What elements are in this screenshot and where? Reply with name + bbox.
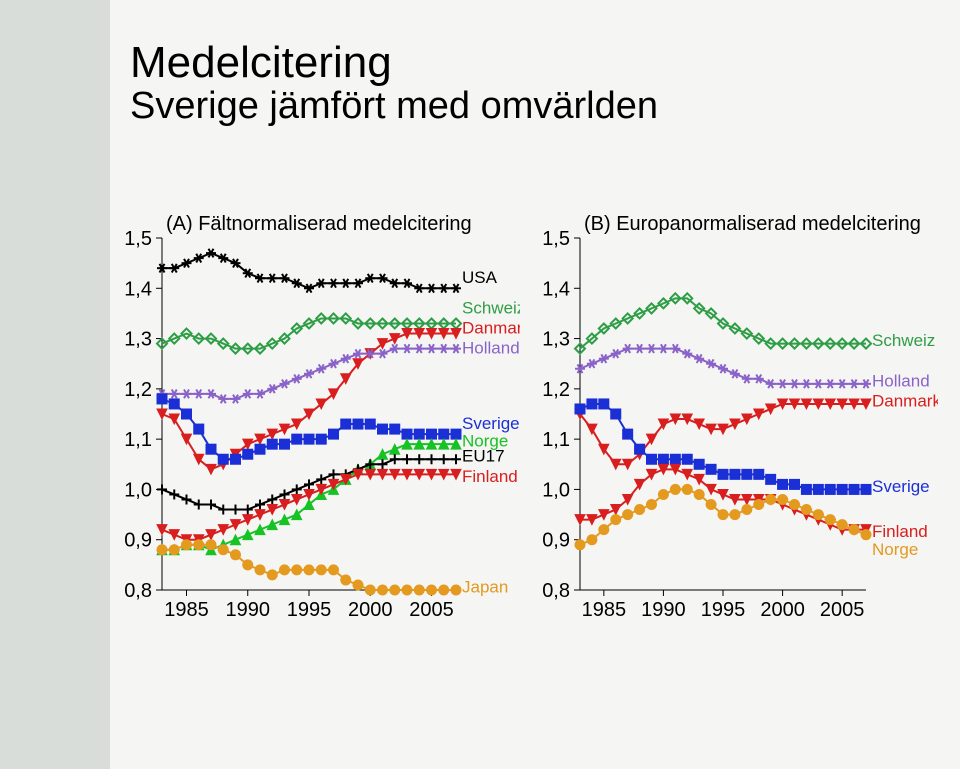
x-tick-label: 1990 bbox=[226, 599, 271, 621]
legend-holland: Holland bbox=[462, 339, 520, 358]
x-tick-label: 2005 bbox=[820, 599, 865, 621]
legend-japan: Japan bbox=[462, 577, 508, 596]
y-tick-label: 1,1 bbox=[542, 429, 570, 451]
y-tick-label: 0,9 bbox=[542, 530, 570, 552]
legend-finland: Finland bbox=[872, 522, 928, 541]
y-tick-label: 1,5 bbox=[542, 228, 570, 250]
legend-eu17: EU17 bbox=[462, 447, 505, 466]
x-tick-label: 2000 bbox=[760, 599, 805, 621]
series-schweiz bbox=[580, 298, 866, 348]
legend-danmark: Danmark bbox=[872, 391, 938, 410]
chart-a-cell: (A) Fältnormaliserad medelcitering 0,8 0,9… bbox=[110, 210, 520, 630]
legend-finland: Finland bbox=[462, 467, 518, 486]
x-tick-label: 2000 bbox=[348, 599, 393, 621]
y-tick-label: 1,0 bbox=[124, 479, 152, 501]
chart-title: (B) Europanormaliserad medelcitering bbox=[584, 213, 921, 235]
y-tick-label: 0,8 bbox=[542, 580, 570, 602]
chart-row: (A) Fältnormaliserad medelcitering 0,8 0,9… bbox=[110, 210, 930, 630]
legend-schweiz: Schweiz bbox=[872, 331, 935, 350]
x-tick-label: 1990 bbox=[641, 599, 686, 621]
legend-danmark: Danmark bbox=[462, 319, 520, 338]
slide-title-block: Medelcitering Sverige jämfört med omvärl… bbox=[130, 40, 658, 128]
legend-norge: Norge bbox=[872, 540, 918, 559]
y-tick-label: 1,0 bbox=[542, 479, 570, 501]
chart-title: (A) Fältnormaliserad medelcitering bbox=[166, 213, 472, 235]
y-tick-label: 1,3 bbox=[124, 329, 152, 351]
y-tick-label: 0,8 bbox=[124, 580, 152, 602]
legend-sverige: Sverige bbox=[872, 477, 930, 496]
legend-usa: USA bbox=[462, 268, 498, 287]
chart-b: (B) Europanormaliserad medelcitering 0,8 0… bbox=[528, 210, 938, 630]
chart-a: (A) Fältnormaliserad medelcitering 0,8 0,9… bbox=[110, 210, 520, 630]
y-tick-label: 1,2 bbox=[124, 379, 152, 401]
legend-sverige: Sverige bbox=[462, 414, 520, 433]
series-holland bbox=[580, 349, 866, 384]
y-tick-label: 1,3 bbox=[542, 329, 570, 351]
y-tick-label: 1,4 bbox=[124, 278, 152, 300]
slide-subtitle: Sverige jämfört med omvärlden bbox=[130, 86, 658, 128]
y-tick-label: 0,9 bbox=[124, 530, 152, 552]
slide-title: Medelcitering bbox=[130, 40, 658, 86]
legend-schweiz: Schweiz bbox=[462, 298, 520, 317]
y-tick-label: 1,2 bbox=[542, 379, 570, 401]
y-tick-label: 1,4 bbox=[542, 278, 570, 300]
x-tick-label: 1995 bbox=[701, 599, 746, 621]
y-tick-label: 1,5 bbox=[124, 228, 152, 250]
x-tick-label: 1985 bbox=[164, 599, 209, 621]
x-tick-label: 1985 bbox=[582, 599, 627, 621]
legend-holland: Holland bbox=[872, 371, 930, 390]
y-tick-label: 1,1 bbox=[124, 429, 152, 451]
x-tick-label: 1995 bbox=[287, 599, 332, 621]
chart-b-cell: (B) Europanormaliserad medelcitering 0,8 0… bbox=[528, 210, 938, 630]
x-tick-label: 2005 bbox=[409, 599, 454, 621]
